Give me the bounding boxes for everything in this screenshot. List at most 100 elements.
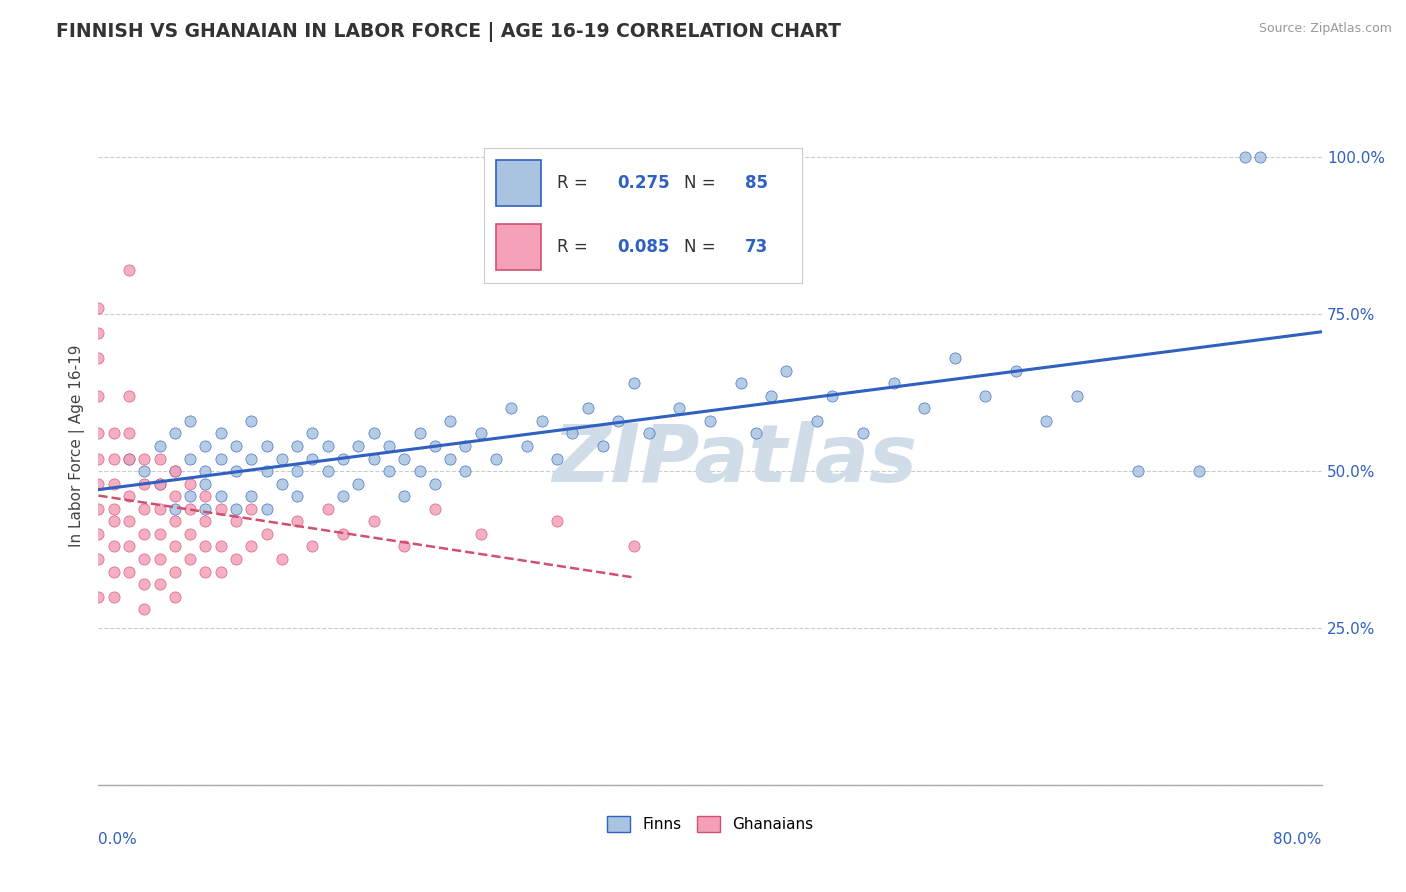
Point [194,489,217,503]
Point [194,439,217,453]
Text: FINNISH VS GHANAIAN IN LABOR FORCE | AGE 16-19 CORRELATION CHART: FINNISH VS GHANAIAN IN LABOR FORCE | AGE… [56,22,841,42]
Text: N =: N = [685,237,721,256]
Point [332,527,354,541]
Point [270,552,292,566]
Point [87,476,110,491]
Point [470,527,492,541]
Point [485,451,508,466]
Point [87,389,110,403]
Point [363,426,385,441]
Point [163,464,186,478]
Point [87,527,110,541]
Point [974,389,997,403]
Point [179,451,201,466]
Point [240,501,263,516]
Point [209,489,232,503]
Point [576,401,599,416]
Point [118,540,141,554]
Point [149,552,172,566]
Point [363,451,385,466]
Point [256,464,278,478]
Point [408,426,430,441]
Text: R =: R = [557,174,593,192]
Point [392,489,416,503]
Point [607,414,630,428]
Point [637,426,661,441]
Text: Source: ZipAtlas.com: Source: ZipAtlas.com [1258,22,1392,36]
Point [87,326,110,340]
Point [103,514,125,528]
Point [103,426,125,441]
FancyBboxPatch shape [496,224,541,269]
Point [87,552,110,566]
Point [1128,464,1150,478]
Point [316,501,339,516]
Point [179,501,201,516]
Legend: Finns, Ghanaians: Finns, Ghanaians [600,810,820,838]
Point [561,426,583,441]
Point [256,501,278,516]
Point [149,501,172,516]
FancyBboxPatch shape [496,160,541,206]
Point [759,389,782,403]
Point [392,540,416,554]
Point [285,439,308,453]
Point [118,514,141,528]
Point [240,451,263,466]
Point [332,451,354,466]
Point [209,451,232,466]
Point [332,489,354,503]
Point [546,451,568,466]
Point [209,565,232,579]
Point [592,439,614,453]
Point [134,577,156,591]
Point [194,501,217,516]
Point [118,489,141,503]
Point [149,577,172,591]
Point [134,464,156,478]
Point [1004,364,1026,378]
Point [240,489,263,503]
Point [87,451,110,466]
Point [149,451,172,466]
Point [363,514,385,528]
Point [149,527,172,541]
Point [285,464,308,478]
Text: R =: R = [557,237,593,256]
Point [852,426,875,441]
Point [179,552,201,566]
Point [209,540,232,554]
Point [821,389,844,403]
Point [163,540,186,554]
Point [470,426,492,441]
Point [225,464,247,478]
Point [699,414,721,428]
Point [149,476,172,491]
Point [301,426,323,441]
Point [439,451,461,466]
Point [1035,414,1057,428]
Point [87,426,110,441]
Point [103,565,125,579]
Point [347,476,370,491]
Point [118,565,141,579]
Text: ZIPatlas: ZIPatlas [553,420,917,499]
Point [103,476,125,491]
Y-axis label: In Labor Force | Age 16-19: In Labor Force | Age 16-19 [69,344,84,548]
Text: 85: 85 [745,174,768,192]
Point [118,451,141,466]
Text: 0.085: 0.085 [617,237,669,256]
Point [134,476,156,491]
Point [730,376,752,391]
Point [270,451,292,466]
Point [378,439,401,453]
Point [1066,389,1088,403]
Point [118,389,141,403]
Point [179,476,201,491]
Point [347,439,370,453]
Point [134,451,156,466]
Point [87,301,110,315]
Point [423,476,446,491]
Point [423,439,446,453]
Point [163,565,186,579]
